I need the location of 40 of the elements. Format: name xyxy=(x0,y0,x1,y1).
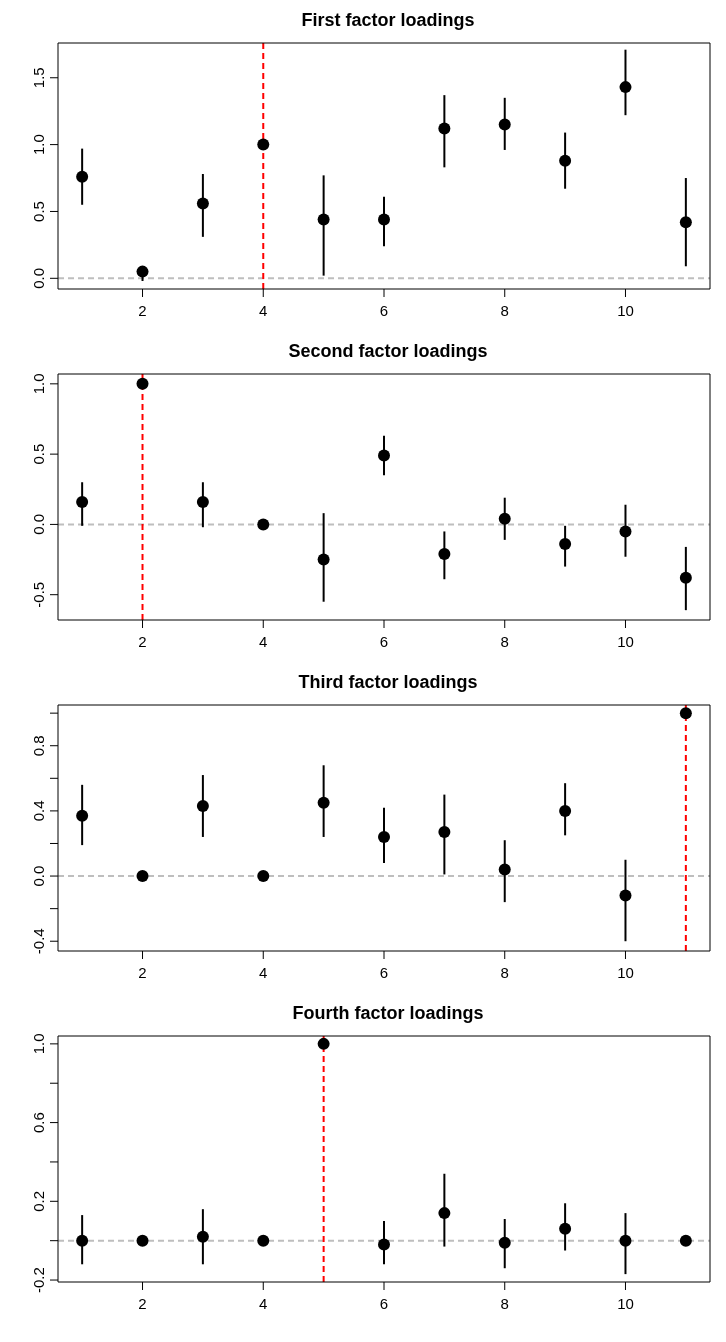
x-tick-label: 6 xyxy=(379,301,389,319)
y-tick-label: 0.0 xyxy=(30,267,47,289)
x-tick-label: 2 xyxy=(138,301,147,319)
x-tick-label: 6 xyxy=(379,1294,389,1312)
y-tick-label: 0.2 xyxy=(30,1190,47,1212)
y-tick-label: 0.5 xyxy=(30,443,47,465)
y-tick-label: 1.5 xyxy=(30,67,47,89)
y-tick-label: 0.5 xyxy=(30,201,47,222)
y-tick-label: 1.0 xyxy=(30,1033,47,1055)
x-tick-label: 8 xyxy=(500,1294,509,1312)
y-tick-label: 0.6 xyxy=(30,1112,47,1134)
x-tick-label: 8 xyxy=(500,963,509,981)
x-tick-label: 8 xyxy=(500,301,509,319)
y-tick-label: -0.5 xyxy=(30,581,47,608)
y-tick-label: 0.4 xyxy=(30,800,47,822)
y-tick-label: -0.2 xyxy=(30,1267,47,1293)
x-tick-label: 10 xyxy=(617,963,634,981)
x-tick-label: 8 xyxy=(500,632,509,650)
x-tick-label: 10 xyxy=(617,1294,634,1312)
x-tick-label: 2 xyxy=(138,632,147,650)
x-tick-label: 4 xyxy=(259,1294,268,1312)
x-tick-label: 6 xyxy=(379,632,389,650)
y-tick-label: -0.4 xyxy=(30,928,47,955)
y-tick-label: 0.0 xyxy=(30,513,47,535)
x-tick-label: 2 xyxy=(138,1294,147,1312)
chart-title: Fourth factor loadings xyxy=(291,1002,485,1025)
x-tick-label: 4 xyxy=(259,301,268,319)
y-tick-label: 0.8 xyxy=(30,735,47,757)
chart-title: First factor loadings xyxy=(300,9,476,32)
y-tick-label: 1.0 xyxy=(30,373,47,395)
x-tick-label: 4 xyxy=(259,632,268,650)
y-tick-label: 0.0 xyxy=(30,865,47,887)
chart-title: Third factor loadings xyxy=(297,671,479,694)
chart-title: Second factor loadings xyxy=(287,340,489,363)
x-tick-label: 2 xyxy=(138,963,147,981)
x-tick-label: 4 xyxy=(259,963,268,981)
y-tick-label: 1.0 xyxy=(30,134,47,156)
x-tick-label: 10 xyxy=(617,301,634,319)
x-tick-label: 10 xyxy=(617,632,634,650)
x-tick-label: 6 xyxy=(379,963,389,981)
